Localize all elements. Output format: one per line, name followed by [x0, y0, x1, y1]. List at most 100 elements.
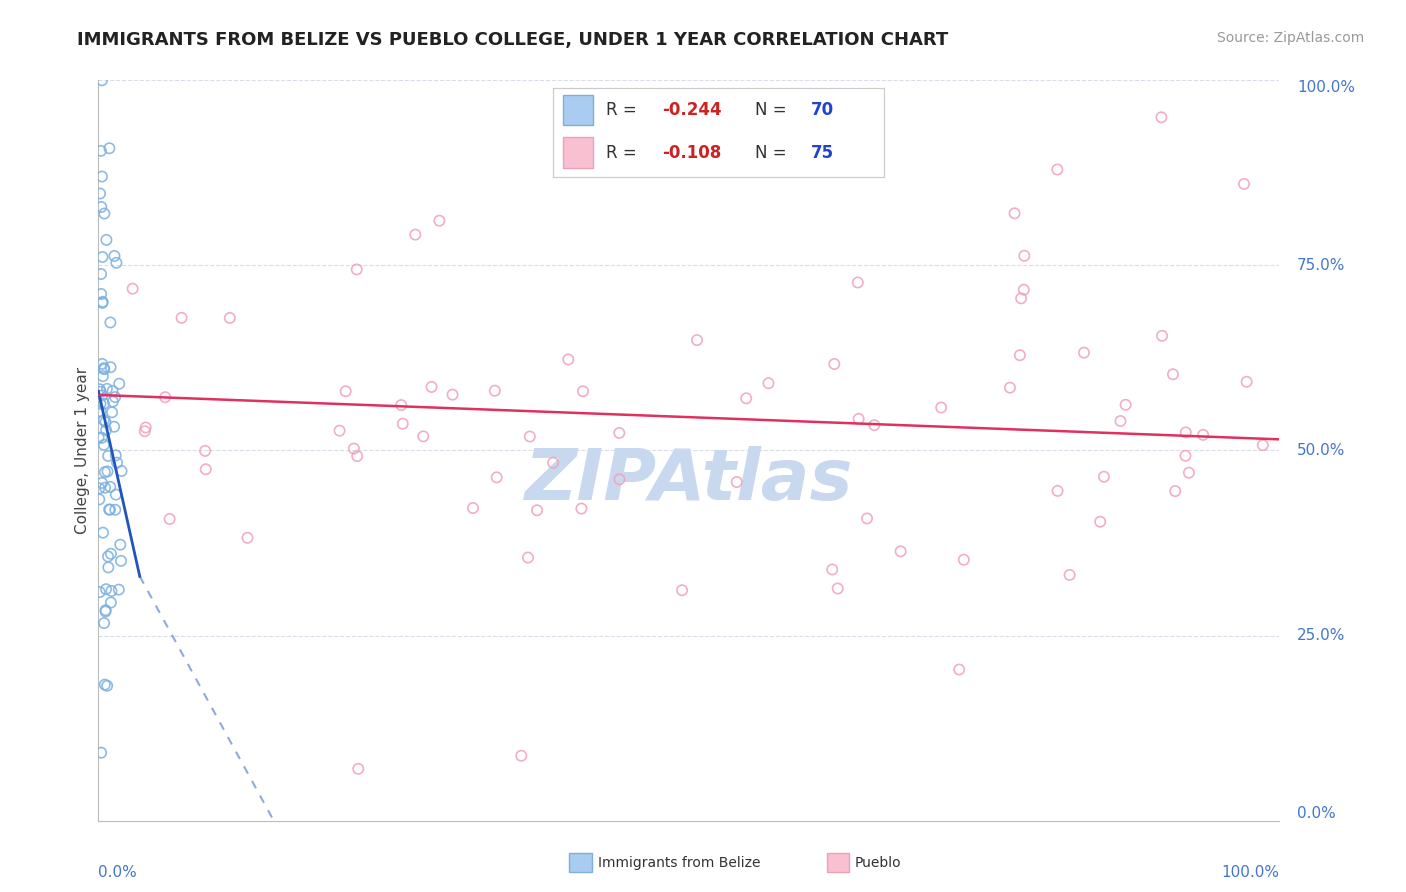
- Point: [758, 376, 780, 391]
- Point: [329, 424, 352, 438]
- Point: [1174, 449, 1197, 463]
- Point: [1059, 568, 1081, 582]
- Point: [97, 549, 120, 564]
- Point: [93, 362, 115, 376]
- Point: [572, 384, 595, 399]
- Text: Pueblo: Pueblo: [855, 855, 901, 870]
- Point: [93, 397, 115, 411]
- Point: [101, 384, 124, 398]
- Point: [441, 387, 464, 401]
- Point: [91, 296, 114, 310]
- Point: [94, 603, 117, 617]
- Point: [107, 582, 129, 597]
- Point: [1192, 428, 1215, 442]
- Point: [100, 595, 122, 609]
- Point: [90, 404, 112, 418]
- Point: [94, 415, 117, 429]
- Text: 50.0%: 50.0%: [1298, 443, 1346, 458]
- Point: [89, 397, 111, 411]
- Point: [890, 544, 912, 558]
- Point: [1014, 249, 1036, 263]
- Point: [110, 554, 132, 568]
- Point: [91, 369, 114, 384]
- Point: [98, 502, 121, 516]
- Point: [735, 392, 758, 406]
- Point: [96, 233, 118, 247]
- Point: [346, 449, 368, 463]
- Text: 75.0%: 75.0%: [1298, 258, 1346, 273]
- Text: 100.0%: 100.0%: [1222, 865, 1279, 880]
- Point: [110, 464, 132, 478]
- Point: [929, 401, 952, 415]
- Text: Source: ZipAtlas.com: Source: ZipAtlas.com: [1216, 31, 1364, 45]
- Point: [100, 316, 122, 330]
- Text: 100.0%: 100.0%: [1298, 80, 1355, 95]
- Text: 0.0%: 0.0%: [98, 865, 138, 880]
- Point: [105, 456, 128, 470]
- Point: [91, 294, 114, 309]
- Point: [952, 552, 974, 566]
- Point: [94, 605, 117, 619]
- Point: [1073, 345, 1095, 359]
- Point: [91, 388, 114, 402]
- Point: [389, 398, 412, 412]
- Point: [846, 276, 869, 290]
- Point: [1236, 375, 1258, 389]
- Point: [90, 200, 112, 214]
- Point: [105, 256, 128, 270]
- Point: [1150, 111, 1173, 125]
- Point: [153, 390, 176, 404]
- Point: [94, 423, 117, 437]
- Point: [97, 560, 120, 574]
- Point: [1004, 206, 1026, 220]
- Point: [1046, 162, 1069, 177]
- Point: [1012, 283, 1035, 297]
- Point: [89, 481, 111, 495]
- Point: [93, 206, 115, 220]
- Point: [420, 380, 443, 394]
- Point: [91, 357, 114, 371]
- Point: [998, 381, 1021, 395]
- Point: [104, 448, 127, 462]
- Point: [827, 582, 849, 596]
- Point: [101, 405, 124, 419]
- Point: [104, 503, 127, 517]
- Point: [110, 538, 132, 552]
- Point: [412, 429, 434, 443]
- Point: [96, 464, 118, 478]
- Point: [194, 462, 217, 476]
- Point: [89, 186, 111, 201]
- Point: [1174, 425, 1197, 440]
- Point: [93, 361, 115, 376]
- Point: [671, 583, 693, 598]
- Y-axis label: College, Under 1 year: College, Under 1 year: [75, 367, 90, 534]
- Point: [94, 678, 117, 692]
- Point: [97, 449, 120, 463]
- Point: [103, 249, 125, 263]
- Point: [1090, 515, 1112, 529]
- Point: [98, 141, 121, 155]
- Point: [1008, 348, 1031, 362]
- Point: [87, 431, 110, 445]
- Point: [485, 470, 508, 484]
- Point: [100, 547, 122, 561]
- Point: [90, 287, 112, 301]
- Point: [557, 352, 579, 367]
- Point: [541, 456, 564, 470]
- Point: [93, 413, 115, 427]
- Point: [96, 382, 118, 396]
- Point: [1152, 328, 1174, 343]
- Point: [89, 492, 111, 507]
- Point: [484, 384, 506, 398]
- Point: [98, 480, 121, 494]
- Point: [1161, 368, 1184, 382]
- Point: [346, 262, 368, 277]
- Point: [517, 550, 540, 565]
- Text: Immigrants from Belize: Immigrants from Belize: [598, 855, 761, 870]
- Point: [1109, 414, 1132, 428]
- Point: [856, 511, 879, 525]
- Point: [100, 360, 122, 375]
- Point: [135, 420, 157, 434]
- Text: 0.0%: 0.0%: [1298, 805, 1336, 821]
- Point: [686, 333, 709, 347]
